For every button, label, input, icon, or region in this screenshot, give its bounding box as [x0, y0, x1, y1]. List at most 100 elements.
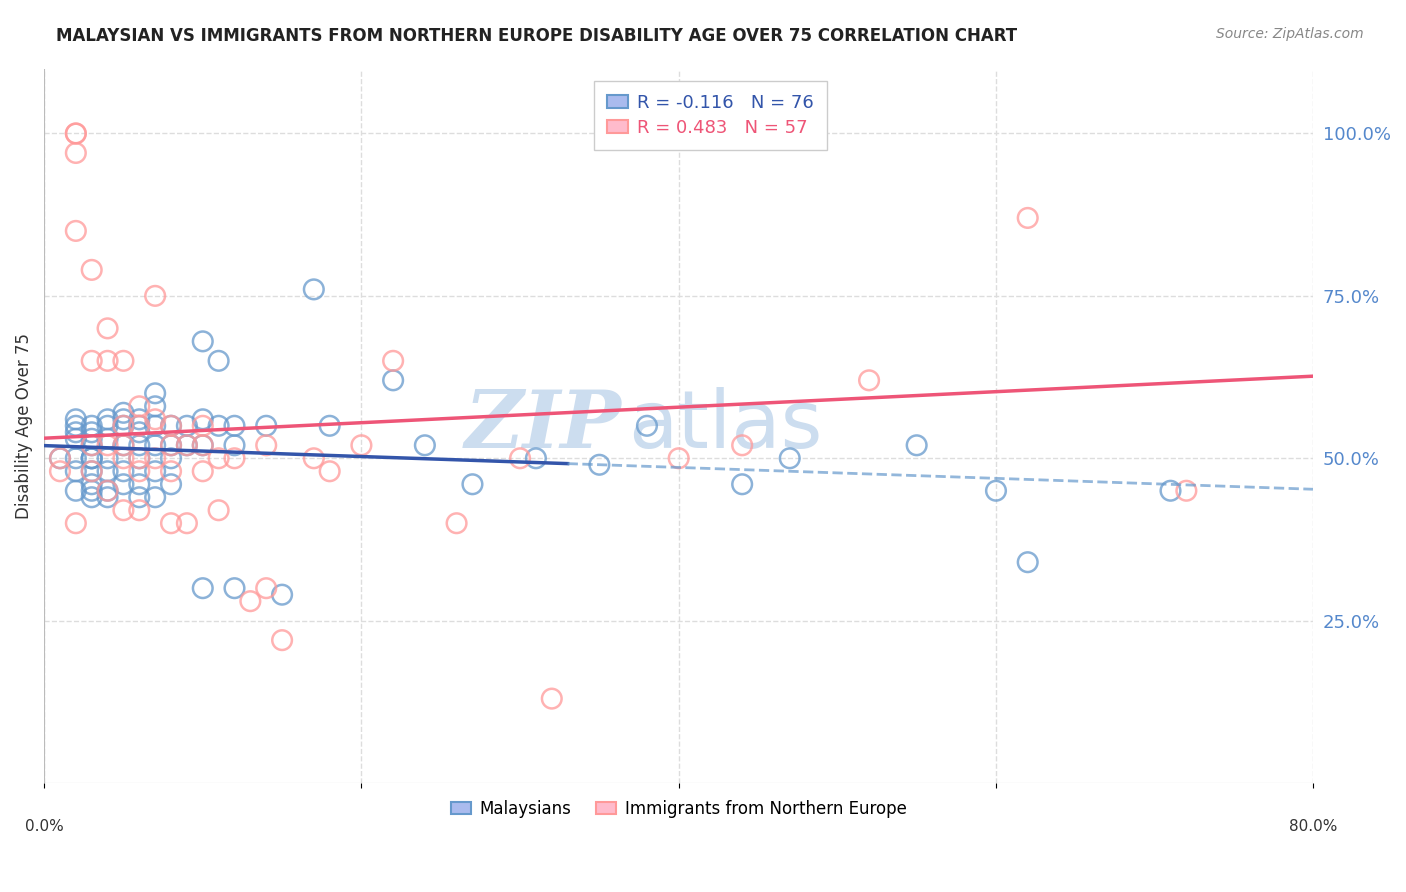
Point — [176, 438, 198, 452]
Point — [65, 451, 87, 466]
Point — [143, 412, 166, 426]
Point — [224, 438, 246, 452]
Point — [779, 451, 801, 466]
Point — [80, 477, 103, 491]
Point — [80, 451, 103, 466]
Point — [97, 483, 120, 498]
Text: Source: ZipAtlas.com: Source: ZipAtlas.com — [1216, 27, 1364, 41]
Point — [1017, 555, 1039, 569]
Point — [128, 412, 150, 426]
Point — [176, 418, 198, 433]
Point — [80, 354, 103, 368]
Point — [128, 399, 150, 413]
Point — [65, 483, 87, 498]
Point — [191, 412, 214, 426]
Point — [1175, 483, 1198, 498]
Point — [350, 438, 373, 452]
Point — [80, 263, 103, 277]
Point — [271, 588, 294, 602]
Point — [160, 438, 183, 452]
Point — [143, 289, 166, 303]
Point — [143, 464, 166, 478]
Point — [191, 334, 214, 349]
Legend: Malaysians, Immigrants from Northern Europe: Malaysians, Immigrants from Northern Eur… — [444, 793, 912, 825]
Point — [191, 464, 214, 478]
Point — [112, 418, 135, 433]
Point — [49, 451, 72, 466]
Point — [318, 418, 340, 433]
Point — [128, 451, 150, 466]
Point — [112, 406, 135, 420]
Point — [112, 418, 135, 433]
Point — [588, 458, 610, 472]
Point — [540, 691, 562, 706]
Point — [143, 386, 166, 401]
Point — [65, 145, 87, 160]
Point — [97, 354, 120, 368]
Point — [65, 224, 87, 238]
Point — [254, 581, 277, 595]
Point — [112, 438, 135, 452]
Point — [191, 438, 214, 452]
Point — [128, 464, 150, 478]
Text: 80.0%: 80.0% — [1289, 819, 1337, 834]
Text: atlas: atlas — [628, 387, 823, 465]
Point — [97, 432, 120, 446]
Point — [224, 451, 246, 466]
Point — [143, 399, 166, 413]
Point — [160, 451, 183, 466]
Point — [382, 373, 405, 387]
Point — [97, 418, 120, 433]
Point — [224, 418, 246, 433]
Point — [112, 354, 135, 368]
Point — [191, 438, 214, 452]
Point — [128, 418, 150, 433]
Text: MALAYSIAN VS IMMIGRANTS FROM NORTHERN EUROPE DISABILITY AGE OVER 75 CORRELATION : MALAYSIAN VS IMMIGRANTS FROM NORTHERN EU… — [56, 27, 1018, 45]
Point — [80, 432, 103, 446]
Point — [524, 451, 547, 466]
Point — [80, 438, 103, 452]
Point — [97, 438, 120, 452]
Point — [97, 412, 120, 426]
Point — [176, 438, 198, 452]
Point — [97, 490, 120, 504]
Point — [80, 425, 103, 440]
Point — [128, 418, 150, 433]
Point — [731, 438, 754, 452]
Point — [80, 451, 103, 466]
Point — [143, 438, 166, 452]
Point — [128, 438, 150, 452]
Point — [271, 633, 294, 648]
Point — [207, 451, 229, 466]
Point — [128, 490, 150, 504]
Point — [254, 418, 277, 433]
Point — [65, 418, 87, 433]
Point — [65, 412, 87, 426]
Point — [49, 464, 72, 478]
Point — [80, 438, 103, 452]
Point — [858, 373, 880, 387]
Point — [160, 438, 183, 452]
Point — [80, 490, 103, 504]
Point — [97, 451, 120, 466]
Point — [80, 464, 103, 478]
Point — [302, 451, 325, 466]
Point — [207, 503, 229, 517]
Point — [80, 451, 103, 466]
Point — [128, 425, 150, 440]
Text: 0.0%: 0.0% — [25, 819, 63, 834]
Point — [65, 127, 87, 141]
Point — [128, 477, 150, 491]
Point — [160, 418, 183, 433]
Point — [413, 438, 436, 452]
Point — [224, 581, 246, 595]
Point — [128, 451, 150, 466]
Point — [80, 464, 103, 478]
Point — [80, 418, 103, 433]
Point — [65, 464, 87, 478]
Point — [160, 418, 183, 433]
Point — [176, 516, 198, 531]
Point — [160, 477, 183, 491]
Point — [49, 451, 72, 466]
Point — [112, 451, 135, 466]
